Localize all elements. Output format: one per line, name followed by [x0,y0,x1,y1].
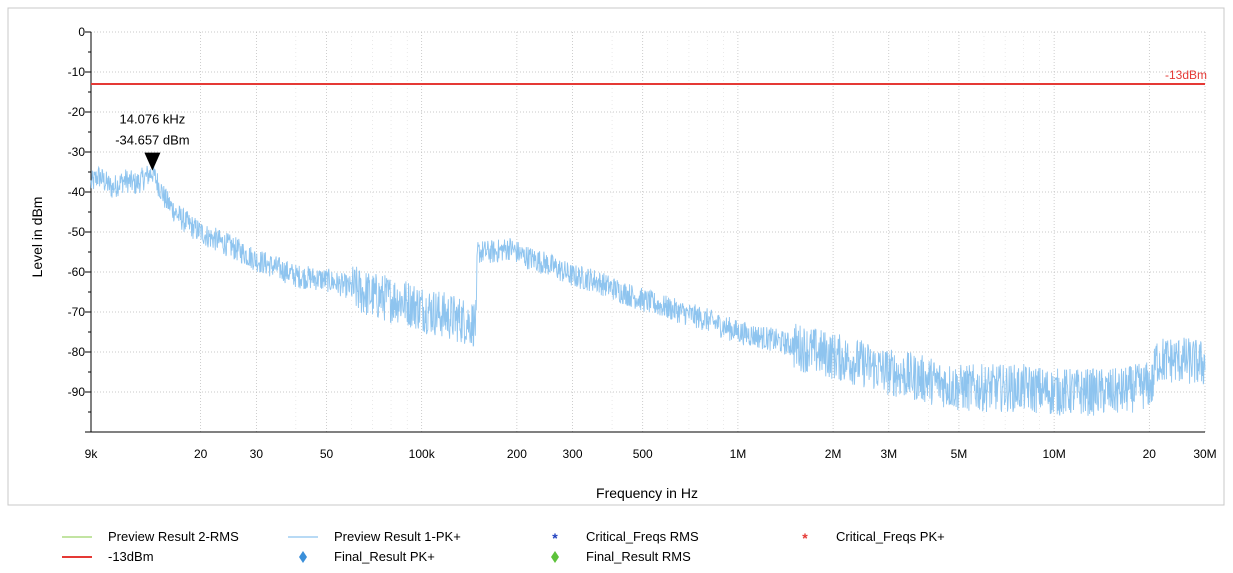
legend-swatch-star: * [802,530,808,546]
marker-layer: 14.076 kHz -34.657 dBm [115,112,190,171]
y-tick-label: -10 [68,65,86,79]
x-tick-label: 200 [507,447,527,461]
x-tick-label: 100k [409,447,436,461]
grid [90,31,1206,433]
legend-label: Final_Result PK+ [334,549,435,564]
x-tick-label: 500 [633,447,653,461]
axes: 0 -10 -20 -30 -40 -50 -60 -70 -80 -90 9k 20 30 50 100k… [68,25,1217,461]
legend-item: * Critical_Freqs PK+ [802,529,944,546]
x-tick-label: 10M [1042,447,1065,461]
legend: Preview Result 2-RMS -13dBm Preview Result… [62,529,945,564]
y-tick-label: -80 [68,345,86,359]
legend-swatch-diamond [551,551,559,563]
series-line-preview-pk [90,163,1206,416]
legend-label: Critical_Freqs RMS [586,529,699,544]
x-tick-label: 20 [194,447,208,461]
x-tick-label: 9k [85,447,99,461]
legend-item: Preview Result 1-PK+ [288,529,461,544]
x-tick-label: 20 [1143,447,1157,461]
series-layer [90,163,1206,416]
legend-swatch-diamond [299,551,307,563]
legend-item: Final_Result PK+ [299,549,435,564]
chart-frame [7,7,1225,506]
legend-item: Final_Result RMS [551,549,691,564]
x-tick-label: 2M [825,447,842,461]
legend-label: Preview Result 1-PK+ [334,529,461,544]
y-tick-label: -40 [68,185,86,199]
legend-item: * Critical_Freqs RMS [552,529,699,546]
y-tick-label: -60 [68,265,86,279]
y-axis-label: Level in dBm [29,197,45,278]
x-tick-label: 5M [951,447,968,461]
y-tick-label: -50 [68,225,86,239]
x-tick-label: 50 [320,447,334,461]
legend-item: -13dBm [62,549,154,564]
legend-item: Preview Result 2-RMS [62,529,239,544]
x-axis-label: Frequency in Hz [596,485,698,501]
y-tick-label: -20 [68,105,86,119]
x-tick-label: 1M [730,447,747,461]
legend-swatch-star: * [552,530,558,546]
legend-label: Final_Result RMS [586,549,691,564]
x-tick-label: 3M [880,447,897,461]
legend-label: Critical_Freqs PK+ [836,529,945,544]
marker-level-label: -34.657 dBm [115,133,189,148]
limit-layer: -13dBm [91,68,1207,85]
legend-label: Preview Result 2-RMS [108,529,239,544]
y-tick-label: -90 [68,385,86,399]
legend-label: -13dBm [108,549,154,564]
marker-triangle [144,152,161,171]
x-tick-label: 300 [563,447,583,461]
y-tick-label: -30 [68,145,86,159]
y-tick-label: 0 [78,25,85,39]
x-tick-label: 30M [1193,447,1216,461]
y-tick-label: -70 [68,305,86,319]
limit-line-label: -13dBm [1165,68,1207,82]
marker-frequency-label: 14.076 kHz [120,112,186,127]
x-tick-label: 30 [250,447,264,461]
